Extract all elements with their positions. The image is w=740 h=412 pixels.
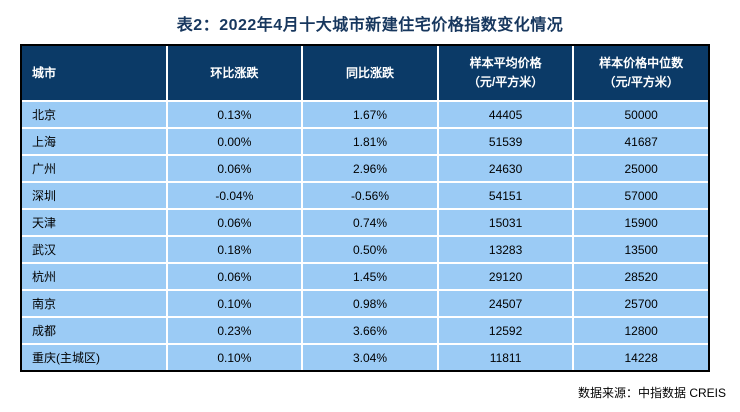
header-label: 城市	[32, 65, 57, 80]
value-cell: 41687	[572, 127, 708, 154]
table-row: 天津 0.06% 0.74% 15031 15900	[22, 208, 708, 235]
header-cell-city: 城市	[22, 46, 166, 100]
city-cell: 北京	[22, 100, 166, 127]
value-cell: 13500	[572, 235, 708, 262]
table-body: 北京 0.13% 1.67% 44405 50000 上海 0.00% 1.81% 51539 4…	[22, 100, 708, 370]
value-cell: 0.06%	[165, 262, 302, 289]
value-cell: 54151	[436, 181, 573, 208]
value-cell: 15031	[436, 208, 573, 235]
value-cell: 0.10%	[165, 289, 302, 316]
header-sublabel: （元/平方米）	[467, 75, 544, 89]
city-cell: 广州	[22, 154, 166, 181]
value-cell: 25700	[572, 289, 708, 316]
table-row: 成都 0.23% 3.66% 12592 12800	[22, 316, 708, 343]
value-cell: 50000	[572, 100, 708, 127]
header-label: 同比涨跌	[345, 65, 394, 80]
table-row: 武汉 0.18% 0.50% 13283 13500	[22, 235, 708, 262]
city-cell: 杭州	[22, 262, 166, 289]
header-label: 样本价格中位数	[599, 56, 684, 71]
table-row: 北京 0.13% 1.67% 44405 50000	[22, 100, 708, 127]
value-cell: 1.81%	[301, 127, 437, 154]
value-cell: 0.74%	[301, 208, 437, 235]
city-cell: 深圳	[22, 181, 166, 208]
value-cell: 28520	[572, 262, 708, 289]
table-row: 重庆(主城区) 0.10% 3.04% 11811 14228	[22, 343, 708, 370]
value-cell: 29120	[436, 262, 573, 289]
data-source-note: 数据来源：中指数据 CREIS	[577, 386, 726, 400]
value-cell: 0.06%	[165, 154, 302, 181]
city-cell: 成都	[22, 316, 166, 343]
page-title: 表2：2022年4月十大城市新建住宅价格指数变化情况	[176, 17, 564, 34]
city-cell: 南京	[22, 289, 166, 316]
value-cell: 3.04%	[301, 343, 437, 370]
table-row: 南京 0.10% 0.98% 24507 25700	[22, 289, 708, 316]
value-cell: 13283	[436, 235, 573, 262]
header-sublabel: （元/平方米）	[603, 75, 679, 89]
value-cell: 25000	[572, 154, 708, 181]
value-cell: 0.98%	[301, 289, 437, 316]
header-cell-mom: 环比涨跌	[165, 46, 302, 100]
value-cell: 0.50%	[301, 235, 437, 262]
value-cell: 0.10%	[165, 343, 302, 370]
table-row: 上海 0.00% 1.81% 51539 41687	[22, 127, 708, 154]
value-cell: 3.66%	[301, 316, 437, 343]
city-cell: 天津	[22, 208, 166, 235]
value-cell: 44405	[436, 100, 573, 127]
value-cell: 12592	[436, 316, 573, 343]
value-cell: 0.18%	[165, 235, 302, 262]
value-cell: 12800	[572, 316, 708, 343]
value-cell: 15900	[572, 208, 708, 235]
table-row: 深圳 -0.04% -0.56% 54151 57000	[22, 181, 708, 208]
city-cell: 重庆(主城区)	[22, 343, 166, 370]
value-cell: 0.00%	[165, 127, 302, 154]
value-cell: 11811	[436, 343, 573, 370]
value-cell: 24507	[436, 289, 573, 316]
value-cell: -0.56%	[301, 181, 437, 208]
value-cell: 24630	[436, 154, 573, 181]
table-row: 杭州 0.06% 1.45% 29120 28520	[22, 262, 708, 289]
city-cell: 上海	[22, 127, 166, 154]
value-cell: 1.67%	[301, 100, 437, 127]
value-cell: 0.06%	[165, 208, 302, 235]
table-row: 广州 0.06% 2.96% 24630 25000	[22, 154, 708, 181]
city-cell: 武汉	[22, 235, 166, 262]
header-cell-avg-price: 样本平均价格 （元/平方米）	[436, 46, 573, 100]
table-header: 城市 环比涨跌 同比涨跌 样本平均价格 （元/平方米） 样本价格中位数 （元/平…	[22, 46, 708, 100]
value-cell: 14228	[572, 343, 708, 370]
header-cell-yoy: 同比涨跌	[301, 46, 437, 100]
value-cell: 1.45%	[301, 262, 437, 289]
price-index-table: 城市 环比涨跌 同比涨跌 样本平均价格 （元/平方米） 样本价格中位数 （元/平…	[20, 44, 710, 372]
header-label: 样本平均价格	[469, 56, 542, 71]
header-cell-median-price: 样本价格中位数 （元/平方米）	[572, 46, 708, 100]
value-cell: -0.04%	[165, 181, 302, 208]
value-cell: 0.13%	[165, 100, 302, 127]
value-cell: 0.23%	[165, 316, 302, 343]
header-label: 环比涨跌	[210, 65, 259, 80]
value-cell: 2.96%	[301, 154, 437, 181]
header-row: 城市 环比涨跌 同比涨跌 样本平均价格 （元/平方米） 样本价格中位数 （元/平…	[22, 46, 708, 100]
value-cell: 51539	[436, 127, 573, 154]
value-cell: 57000	[572, 181, 708, 208]
